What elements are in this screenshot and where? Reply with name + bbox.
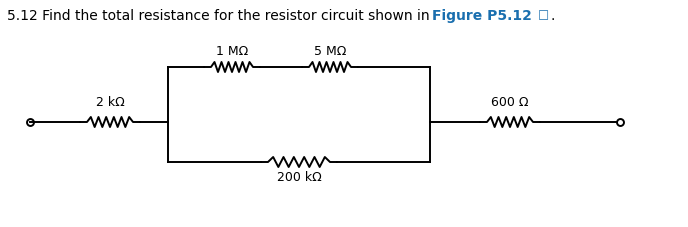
Text: 1 MΩ: 1 MΩ bbox=[216, 45, 248, 58]
Text: 5 MΩ: 5 MΩ bbox=[314, 45, 346, 58]
Text: □: □ bbox=[538, 8, 549, 21]
Text: 600 Ω: 600 Ω bbox=[491, 96, 529, 109]
Text: Figure P5.12: Figure P5.12 bbox=[432, 9, 532, 23]
Text: 5.12 Find the total resistance for the resistor circuit shown in: 5.12 Find the total resistance for the r… bbox=[7, 9, 434, 23]
Text: 200 kΩ: 200 kΩ bbox=[277, 171, 321, 184]
Text: .: . bbox=[551, 9, 555, 23]
Text: 2 kΩ: 2 kΩ bbox=[96, 96, 125, 109]
